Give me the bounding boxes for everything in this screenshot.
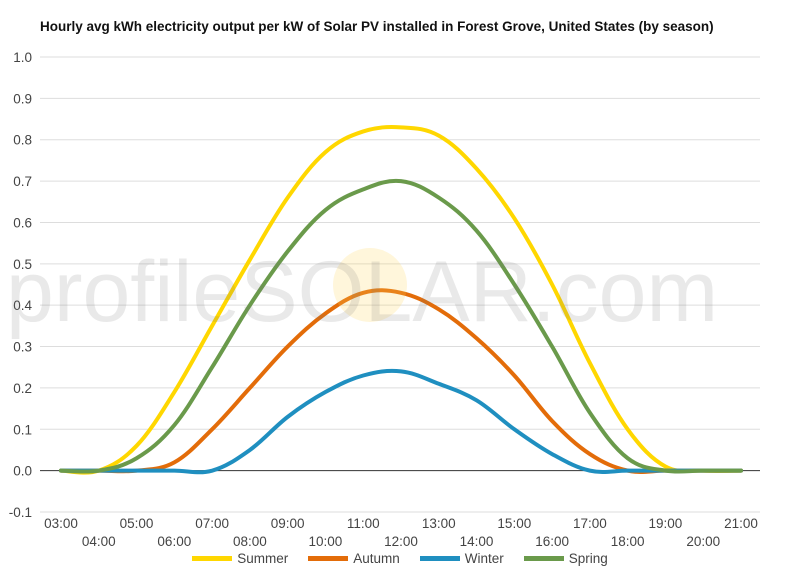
x-tick-label: 17:00 xyxy=(573,516,607,531)
legend-item-spring[interactable]: Spring xyxy=(523,550,608,566)
x-tick-label: 13:00 xyxy=(422,516,456,531)
y-tick-label: 0.3 xyxy=(13,340,32,355)
legend-swatch xyxy=(523,555,564,561)
series-line-winter xyxy=(59,368,743,475)
legend-label: Spring xyxy=(568,550,608,566)
x-tick-label: 12:00 xyxy=(384,534,418,549)
grid-lines xyxy=(40,56,760,513)
x-tick-label: 09:00 xyxy=(271,516,305,531)
series-line-spring xyxy=(59,178,743,474)
x-tick-label: 03:00 xyxy=(44,516,78,531)
legend-swatch xyxy=(308,555,349,561)
x-tick-label: 20:00 xyxy=(686,534,720,549)
x-tick-label: 07:00 xyxy=(195,516,229,531)
legend-item-summer[interactable]: Summer xyxy=(192,551,288,566)
y-tick-label: 0.7 xyxy=(13,174,32,189)
x-tick-label: 04:00 xyxy=(82,534,116,549)
legend-item-winter[interactable]: Winter xyxy=(419,550,504,566)
y-tick-label: 0.8 xyxy=(13,133,32,148)
x-tick-label: 15:00 xyxy=(497,516,531,531)
legend-label: Winter xyxy=(464,550,504,566)
legend: Summer Autumn Winter Spring xyxy=(0,549,800,567)
chart-title: Hourly avg kWh electricity output per kW… xyxy=(40,19,714,34)
legend-item-autumn[interactable]: Autumn xyxy=(308,551,400,566)
x-tick-label: 08:00 xyxy=(233,534,267,549)
legend-swatch xyxy=(419,555,460,561)
x-tick-label: 21:00 xyxy=(724,516,758,531)
x-tick-label: 05:00 xyxy=(120,516,154,531)
y-tick-label: 0.5 xyxy=(13,257,32,272)
y-tick-label: 0.9 xyxy=(13,91,32,106)
series-lines xyxy=(59,125,743,475)
y-tick-label: -0.1 xyxy=(9,505,32,520)
x-tick-label: 19:00 xyxy=(649,516,683,531)
x-tick-label: 06:00 xyxy=(157,534,191,549)
x-tick-label: 14:00 xyxy=(460,534,494,549)
x-tick-label: 16:00 xyxy=(535,534,569,549)
series-line-summer xyxy=(59,125,743,475)
y-tick-label: 0.4 xyxy=(13,298,32,313)
y-tick-label: 0.6 xyxy=(13,215,32,230)
x-tick-label: 18:00 xyxy=(611,534,645,549)
legend-swatch xyxy=(192,555,233,561)
x-tick-label: 11:00 xyxy=(347,516,380,531)
y-tick-label: 1.0 xyxy=(13,50,32,65)
y-axis-labels: 1.0 0.9 0.8 0.7 0.6 0.5 0.4 0.3 0.2 0.1 0.0 -0.1 xyxy=(9,50,33,520)
y-tick-label: 0.0 xyxy=(13,464,32,479)
y-tick-label: 0.2 xyxy=(13,381,32,396)
x-tick-label: 10:00 xyxy=(309,534,343,549)
legend-label: Summer xyxy=(237,550,289,566)
y-tick-label: 0.1 xyxy=(13,422,32,437)
legend-label: Autumn xyxy=(353,550,400,566)
